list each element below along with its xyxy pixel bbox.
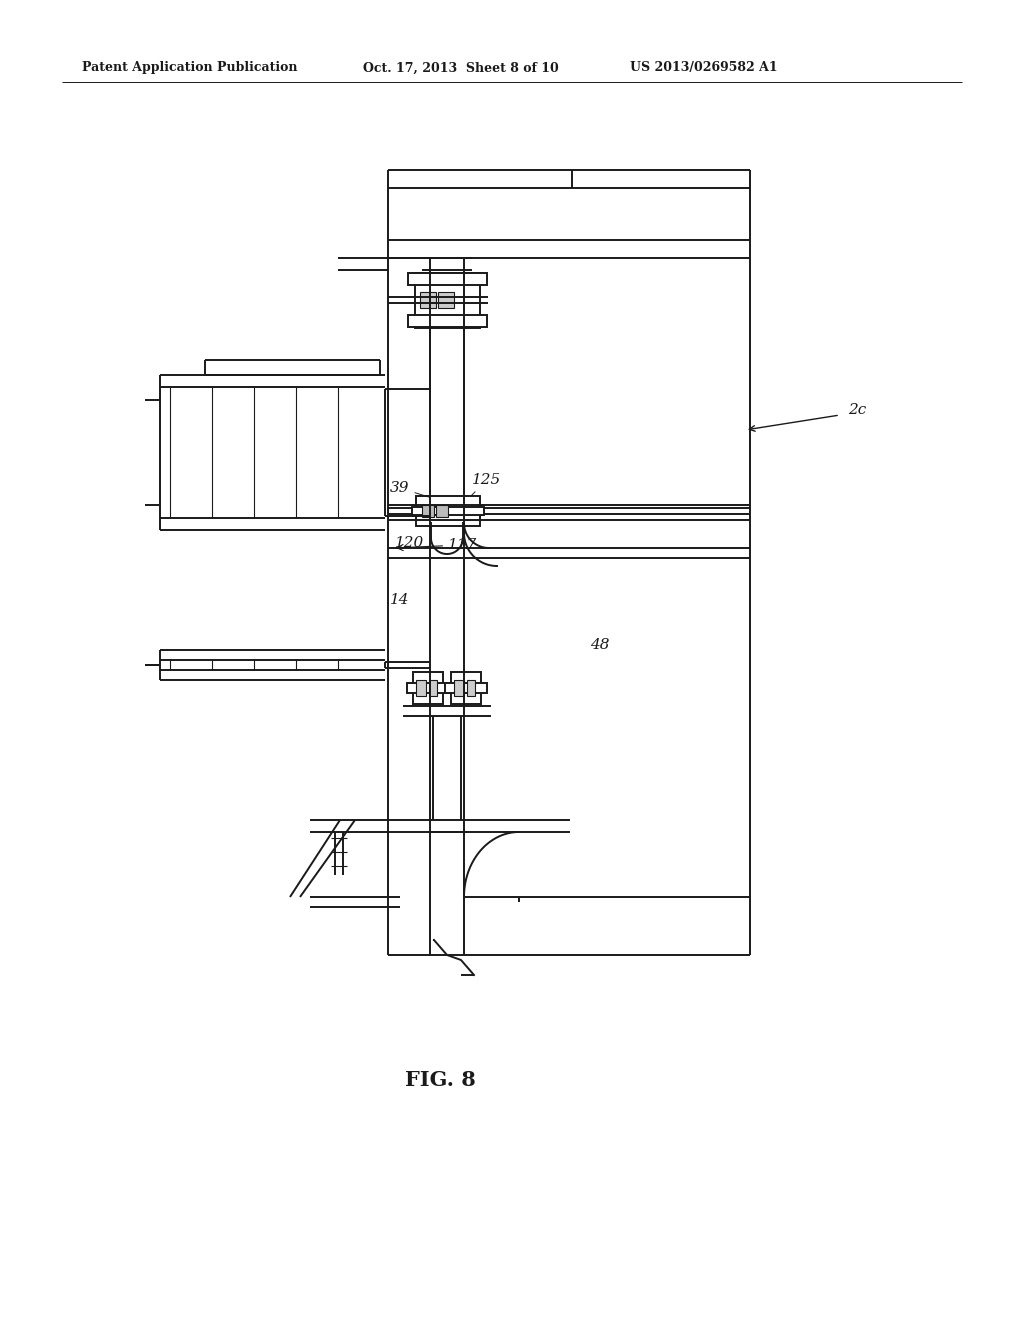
Text: 2c: 2c [848,403,866,417]
Bar [415,273,480,327]
Text: US 2013/0269582 A1: US 2013/0269582 A1 [630,62,777,74]
Bar [408,315,487,327]
Bar [467,680,475,696]
Text: Oct. 17, 2013  Sheet 8 of 10: Oct. 17, 2013 Sheet 8 of 10 [362,62,559,74]
Bar [429,680,437,696]
Bar [413,672,443,704]
Text: FIG. 8: FIG. 8 [404,1071,475,1090]
Text: 120: 120 [395,536,424,550]
Bar [412,507,484,515]
Text: 14: 14 [390,593,410,607]
Bar [408,273,487,285]
Text: 48: 48 [590,638,609,652]
Text: Patent Application Publication: Patent Application Publication [82,62,298,74]
Bar [451,672,481,704]
Bar [438,292,454,308]
Bar [422,506,434,517]
Bar [416,496,480,525]
Bar [416,680,426,696]
Text: 117: 117 [397,539,477,552]
Text: 39: 39 [390,480,429,498]
Text: 125: 125 [471,473,502,496]
Bar [407,682,449,693]
Bar [454,680,464,696]
Bar [436,506,449,517]
Bar [445,682,487,693]
Bar [420,292,436,308]
